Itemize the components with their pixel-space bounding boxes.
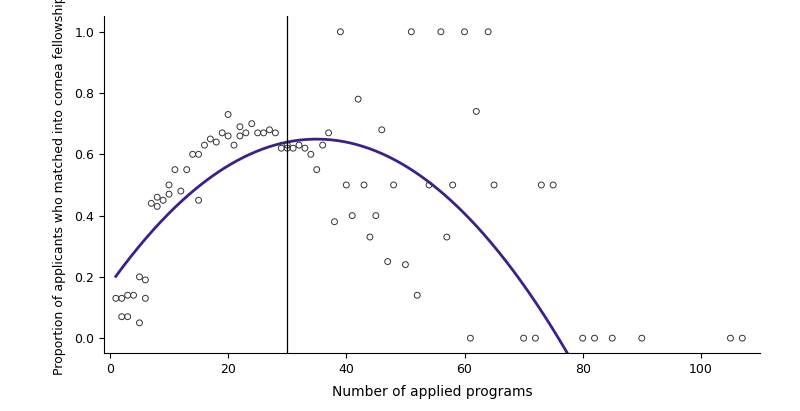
Point xyxy=(198,142,211,148)
Point xyxy=(411,292,424,298)
Point xyxy=(387,182,400,188)
Point xyxy=(210,139,222,145)
Point xyxy=(535,182,548,188)
Point xyxy=(328,218,341,225)
X-axis label: Number of applied programs: Number of applied programs xyxy=(332,385,532,399)
Point xyxy=(405,28,418,35)
Point xyxy=(434,28,447,35)
Point xyxy=(139,295,152,302)
Point xyxy=(370,212,382,219)
Point xyxy=(382,258,394,265)
Point xyxy=(263,127,276,133)
Point xyxy=(482,28,494,35)
Point xyxy=(115,314,128,320)
Point xyxy=(358,182,370,188)
Point xyxy=(228,142,241,148)
Point xyxy=(222,133,234,139)
Point xyxy=(115,295,128,302)
Point xyxy=(293,142,306,148)
Point xyxy=(174,188,187,194)
Point xyxy=(257,129,270,136)
Point xyxy=(363,234,376,240)
Point xyxy=(518,335,530,342)
Point xyxy=(305,151,318,157)
Point xyxy=(281,145,294,152)
Point xyxy=(322,129,335,136)
Point xyxy=(286,145,299,152)
Point xyxy=(150,194,163,201)
Point xyxy=(234,123,246,130)
Point xyxy=(162,182,175,188)
Point xyxy=(162,191,175,197)
Point xyxy=(110,295,122,302)
Point xyxy=(275,145,288,152)
Point xyxy=(145,200,158,207)
Point xyxy=(122,292,134,298)
Point xyxy=(635,335,648,342)
Point xyxy=(127,292,140,298)
Point xyxy=(246,120,258,127)
Point xyxy=(375,127,388,133)
Point xyxy=(150,203,163,210)
Point xyxy=(340,182,353,188)
Point xyxy=(606,335,618,342)
Point xyxy=(399,261,412,268)
Point xyxy=(546,182,559,188)
Point xyxy=(316,142,329,148)
Point xyxy=(440,234,453,240)
Point xyxy=(222,111,234,118)
Point xyxy=(529,335,542,342)
Point xyxy=(352,96,365,102)
Point xyxy=(192,151,205,157)
Point xyxy=(446,182,459,188)
Point xyxy=(310,166,323,173)
Point xyxy=(234,133,246,139)
Point xyxy=(588,335,601,342)
Point xyxy=(458,28,471,35)
Point xyxy=(133,274,146,280)
Point xyxy=(736,335,749,342)
Point xyxy=(157,197,170,203)
Point xyxy=(334,28,346,35)
Point xyxy=(281,142,294,148)
Point xyxy=(216,129,229,136)
Point xyxy=(251,129,264,136)
Point xyxy=(346,212,358,219)
Y-axis label: Proportion of applicants who matched into cornea fellowship: Proportion of applicants who matched int… xyxy=(53,0,66,375)
Point xyxy=(133,319,146,326)
Point xyxy=(186,151,199,157)
Point xyxy=(422,182,435,188)
Point xyxy=(204,136,217,142)
Point xyxy=(298,145,311,152)
Point xyxy=(576,335,589,342)
Point xyxy=(724,335,737,342)
Point xyxy=(192,197,205,203)
Point xyxy=(488,182,501,188)
Point xyxy=(269,129,282,136)
Point xyxy=(139,277,152,283)
Point xyxy=(122,314,134,320)
Point xyxy=(180,166,193,173)
Point xyxy=(169,166,182,173)
Point xyxy=(239,129,252,136)
Point xyxy=(464,335,477,342)
Point xyxy=(470,108,482,115)
